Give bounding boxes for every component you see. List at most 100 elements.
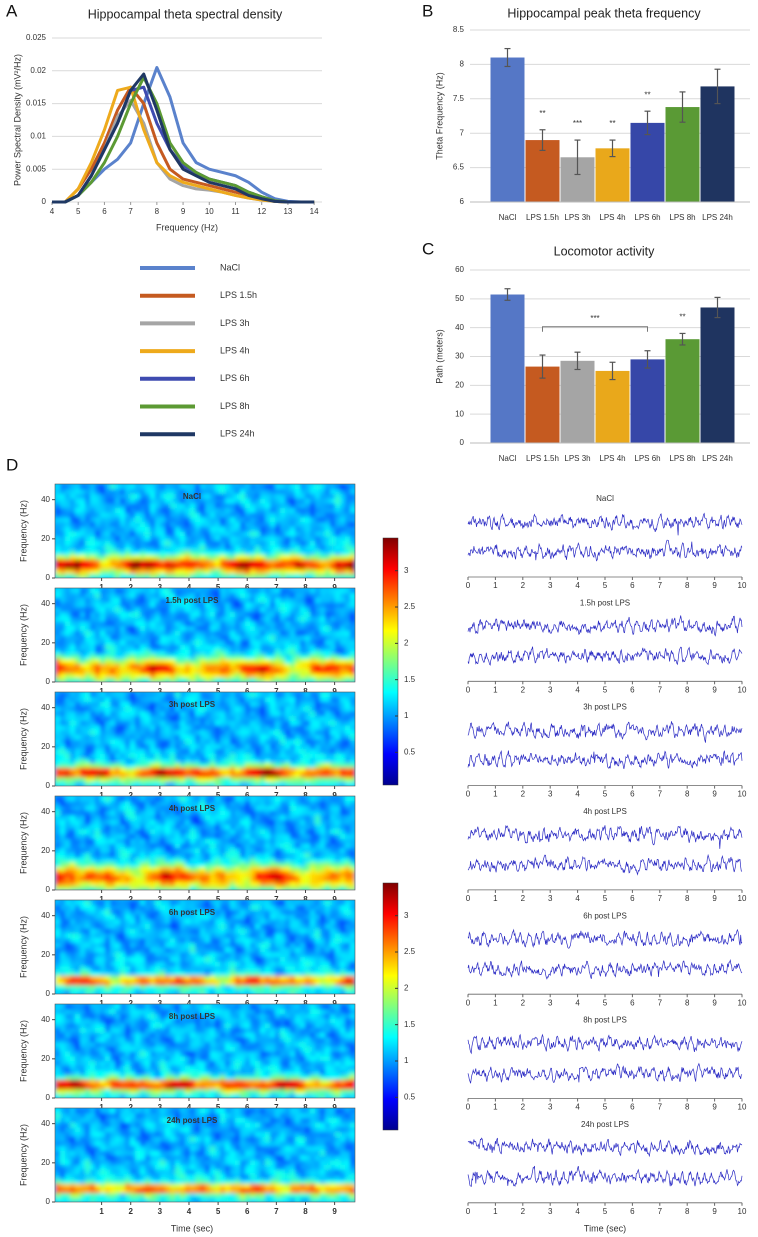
spectrogram-cell — [345, 616, 351, 621]
spectrogram-cell — [145, 489, 151, 494]
spectrogram-cell — [210, 484, 216, 489]
spectrogram-cell — [110, 843, 116, 848]
spectrogram-cell — [275, 748, 281, 753]
spectrogram-cell — [235, 607, 241, 612]
spectrogram-cell — [305, 706, 311, 711]
spectrogram-cell — [125, 673, 131, 678]
spectrogram-cell — [245, 663, 251, 668]
x-tick-label: LPS 24h — [702, 454, 733, 463]
spectrogram-cell — [340, 540, 346, 545]
spectrogram-cell — [115, 508, 121, 513]
spectrogram-cell — [145, 654, 151, 659]
spectrogram-cell — [340, 697, 346, 702]
spectrogram-cell — [235, 824, 241, 829]
spectrogram-cell — [110, 644, 116, 649]
spectrogram-cell — [320, 805, 326, 810]
spectrogram-cell — [225, 815, 231, 820]
spectrogram-cell — [305, 569, 311, 574]
spectrogram-cell — [255, 767, 261, 772]
spectrogram-cell — [190, 640, 196, 645]
spectrogram-cell — [125, 593, 131, 598]
spectrogram-cell — [160, 829, 166, 834]
spectrogram-cell — [295, 555, 301, 560]
spectrogram-cell — [175, 526, 181, 531]
significance: ** — [679, 313, 685, 322]
spectrogram-cell — [165, 748, 171, 753]
spectrogram-cell — [290, 630, 296, 635]
spectrogram-cell — [240, 824, 246, 829]
spectrogram-cell — [180, 763, 186, 768]
spectrogram-cell — [345, 602, 351, 607]
spectrogram-cell — [260, 484, 266, 489]
spectrogram-cell — [245, 621, 251, 626]
spectrogram-cell — [310, 489, 316, 494]
spectrogram-cell — [155, 607, 161, 612]
spectrogram-cell — [100, 503, 106, 508]
spectrogram-cell — [160, 820, 166, 825]
spectrogram-cell — [185, 564, 191, 569]
spectrogram-cell — [185, 748, 191, 753]
spectrogram-cell — [190, 654, 196, 659]
spectrogram-cell — [105, 635, 111, 640]
spectrogram-cell — [105, 820, 111, 825]
spectrogram-cell — [310, 734, 316, 739]
spectrogram-cell — [230, 777, 236, 782]
spectrogram-cell — [205, 644, 211, 649]
spectrogram-cell — [180, 862, 186, 867]
spectrogram-cell — [130, 597, 136, 602]
spectrogram-cell — [310, 517, 316, 522]
spectrogram-cell — [90, 550, 96, 555]
spectrogram-cell — [150, 843, 156, 848]
spectrogram-cell — [140, 630, 146, 635]
x-tick-label: 9 — [181, 207, 186, 216]
spectrogram-cell — [90, 824, 96, 829]
spectrogram-cell — [160, 753, 166, 758]
spectrogram-cell — [235, 503, 241, 508]
spectrogram-cell — [250, 484, 256, 489]
spectrogram-cell — [275, 564, 281, 569]
spectrogram-cell — [205, 612, 211, 617]
spectrogram-cell — [165, 876, 171, 881]
spectrogram-cell — [335, 536, 341, 541]
spectrogram-cell — [255, 621, 261, 626]
spectrogram-cell — [310, 635, 316, 640]
spectrogram-cell — [60, 711, 66, 716]
spectrogram-cell — [290, 852, 296, 857]
spectrogram-cell — [145, 862, 151, 867]
spectrogram-cell — [320, 569, 326, 574]
spectrogram-cell — [215, 503, 221, 508]
spectrogram-cell — [125, 876, 131, 881]
spectrogram-cell — [280, 484, 286, 489]
spectrogram-cell — [210, 744, 216, 749]
spectrogram-cell — [190, 545, 196, 550]
spectrogram-cell — [145, 730, 151, 735]
spectrogram-cell — [315, 706, 321, 711]
spectrogram-cell — [335, 550, 341, 555]
spectrogram-cell — [280, 564, 286, 569]
spectrogram-cell — [130, 876, 136, 881]
spectrogram-cell — [330, 748, 336, 753]
spectrogram-cell — [85, 635, 91, 640]
spectrogram-cell — [270, 763, 276, 768]
spectrogram-cell — [240, 484, 246, 489]
spectrogram-cell — [295, 720, 301, 725]
spectrogram-cell — [270, 550, 276, 555]
spectrogram-cell — [70, 484, 76, 489]
spectrogram-cell — [180, 673, 186, 678]
spectrogram-cell — [315, 815, 321, 820]
spectrogram-cell — [250, 777, 256, 782]
spectrogram-cell — [65, 531, 71, 536]
spectrogram-cell — [210, 692, 216, 697]
spectrogram-cell — [250, 829, 256, 834]
spectrogram-cell — [300, 512, 306, 517]
spectrogram-cell — [345, 843, 351, 848]
spectrogram-cell — [340, 640, 346, 645]
spectrogram-cell — [245, 730, 251, 735]
spectrogram-cell — [240, 612, 246, 617]
spectrogram-cell — [95, 663, 101, 668]
spectrogram-cell — [215, 526, 221, 531]
spectrogram-cell — [240, 550, 246, 555]
spectrogram-cell — [335, 607, 341, 612]
spectrogram-cell — [180, 640, 186, 645]
spectrogram-cell — [290, 820, 296, 825]
